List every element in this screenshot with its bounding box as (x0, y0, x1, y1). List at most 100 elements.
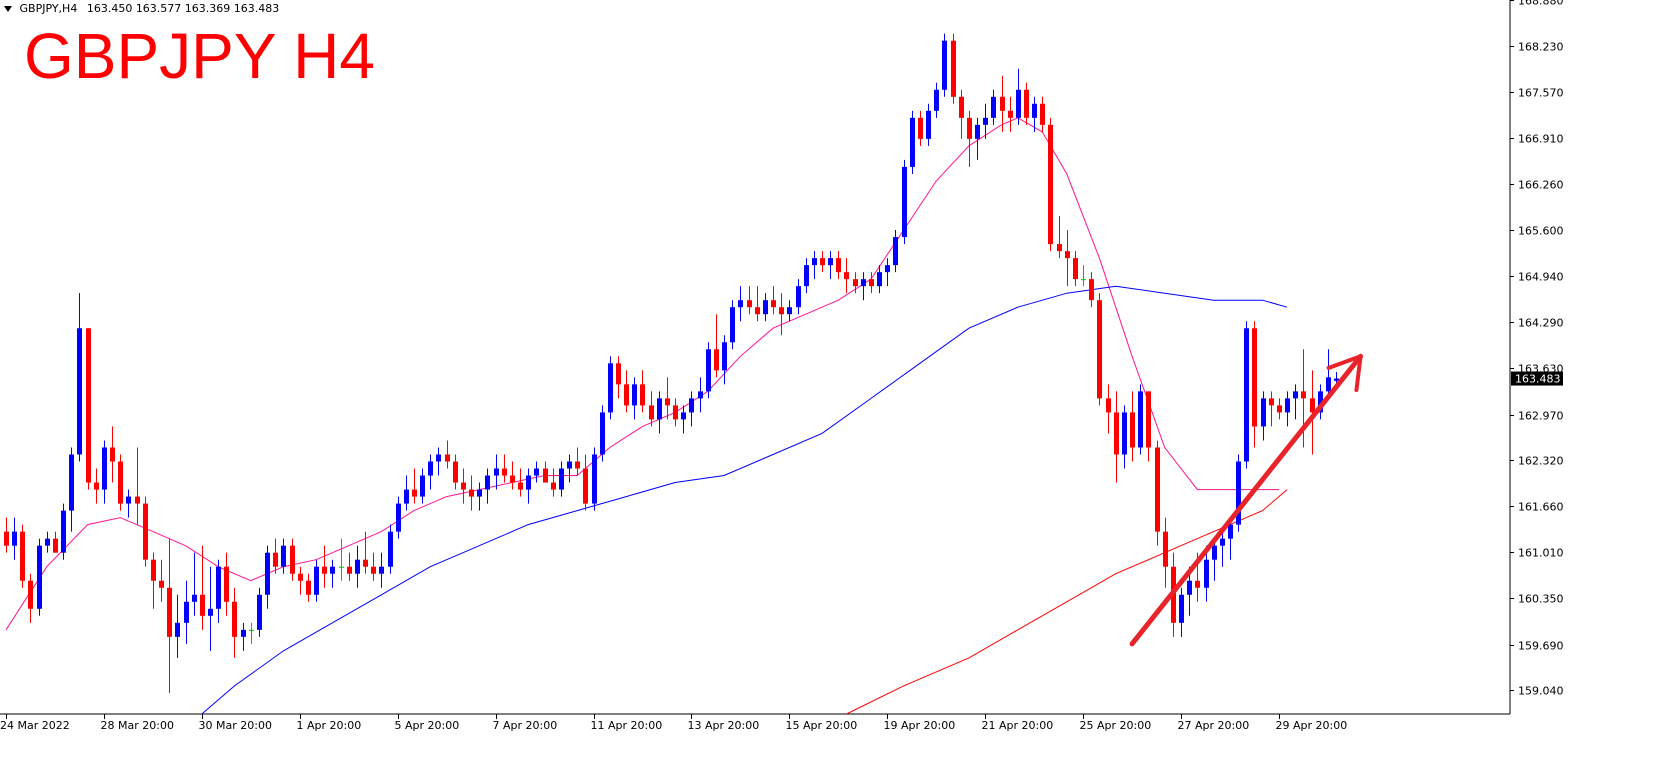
candle-body (608, 363, 613, 413)
candle-body (20, 531, 25, 581)
candle-body (975, 124, 980, 139)
x-tick-label: 13 Apr 20:00 (688, 719, 760, 732)
candle (1008, 96, 1013, 132)
candle-body (804, 265, 809, 287)
candle (371, 552, 376, 581)
ohlc-values: 163.450 163.577 163.369 163.483 (86, 2, 280, 15)
candle (1138, 384, 1143, 455)
dropdown-triangle-icon[interactable] (4, 6, 12, 12)
candle-body (844, 272, 849, 280)
candle-body (877, 272, 882, 287)
candle (290, 538, 295, 581)
x-tick-label: 30 Mar 20:00 (199, 719, 272, 732)
x-tick-label: 27 Apr 20:00 (1178, 719, 1250, 732)
y-tick-label: 162.320 (1518, 455, 1564, 468)
candle-body (1326, 377, 1331, 392)
candle (436, 447, 441, 476)
candle (453, 454, 458, 490)
candle (208, 566, 213, 651)
candle (1048, 117, 1053, 252)
candle-body (1065, 251, 1070, 259)
candle-body (45, 538, 50, 546)
candle (477, 482, 482, 511)
candle (910, 110, 915, 174)
candle-body (551, 482, 556, 490)
candle-body (1155, 447, 1160, 532)
symbol-timeframe: GBPJPY,H4 (19, 2, 78, 15)
candle (787, 300, 792, 322)
candle-body (28, 580, 33, 609)
candle (747, 286, 752, 315)
candle-body (592, 454, 597, 504)
y-tick-label: 159.690 (1518, 640, 1564, 653)
candle (763, 293, 768, 322)
candle-body (649, 405, 654, 420)
candle (632, 377, 637, 420)
x-tick-label: 11 Apr 20:00 (591, 719, 663, 732)
candle-body (1277, 405, 1282, 413)
candle-body (355, 559, 360, 574)
candle-body (1008, 110, 1013, 118)
candle-body (200, 594, 205, 616)
candle (86, 328, 91, 490)
candle-body (167, 587, 172, 637)
candle-body (1293, 391, 1298, 399)
candle (640, 370, 645, 413)
candle (281, 538, 286, 574)
candle (143, 496, 148, 567)
candle (1040, 96, 1045, 132)
current-price-badge (1511, 371, 1563, 386)
candle (1261, 391, 1266, 441)
candle (1155, 440, 1160, 546)
candle (926, 103, 931, 146)
candle-body (1179, 594, 1184, 623)
candle (518, 468, 523, 497)
candle (543, 461, 548, 483)
candle (216, 559, 221, 623)
candle-body (616, 363, 621, 385)
candle (232, 587, 237, 658)
candle (836, 251, 841, 280)
x-tick-label: 7 Apr 20:00 (493, 719, 558, 732)
y-tick-label: 160.350 (1518, 593, 1564, 606)
candle (167, 538, 172, 693)
candle (681, 405, 686, 434)
candle (893, 230, 898, 273)
candle-body (12, 531, 17, 546)
x-tick-label: 25 Apr 20:00 (1080, 719, 1152, 732)
candle-body (135, 496, 140, 504)
candle (592, 447, 597, 511)
candle (28, 573, 33, 623)
candle (273, 538, 278, 574)
candle-body (273, 552, 278, 567)
candle-body (1122, 412, 1127, 455)
candle (12, 517, 17, 560)
candle-body (69, 454, 74, 511)
candle-body (184, 601, 189, 623)
candle-body (232, 601, 237, 637)
candle-body (1195, 580, 1200, 588)
candle-body (983, 117, 988, 125)
candle-body (1261, 398, 1266, 427)
candle-body (77, 328, 82, 455)
chart-title: GBPJPY H4 (24, 20, 375, 92)
candle (77, 293, 82, 462)
candle-body (861, 279, 866, 287)
candle (339, 538, 344, 581)
candle-body (967, 117, 972, 139)
candle (714, 314, 719, 378)
candle-body (1106, 398, 1111, 413)
candle-body (192, 594, 197, 602)
candle-body (640, 384, 645, 406)
candle (1146, 391, 1151, 462)
candle-body (869, 279, 874, 287)
candle (975, 117, 980, 160)
candle (69, 447, 74, 532)
candle-body (436, 454, 441, 462)
candle (314, 559, 319, 602)
candle (1285, 391, 1290, 427)
candle (298, 566, 303, 595)
candle-body (828, 258, 833, 266)
candle-body (37, 545, 42, 609)
